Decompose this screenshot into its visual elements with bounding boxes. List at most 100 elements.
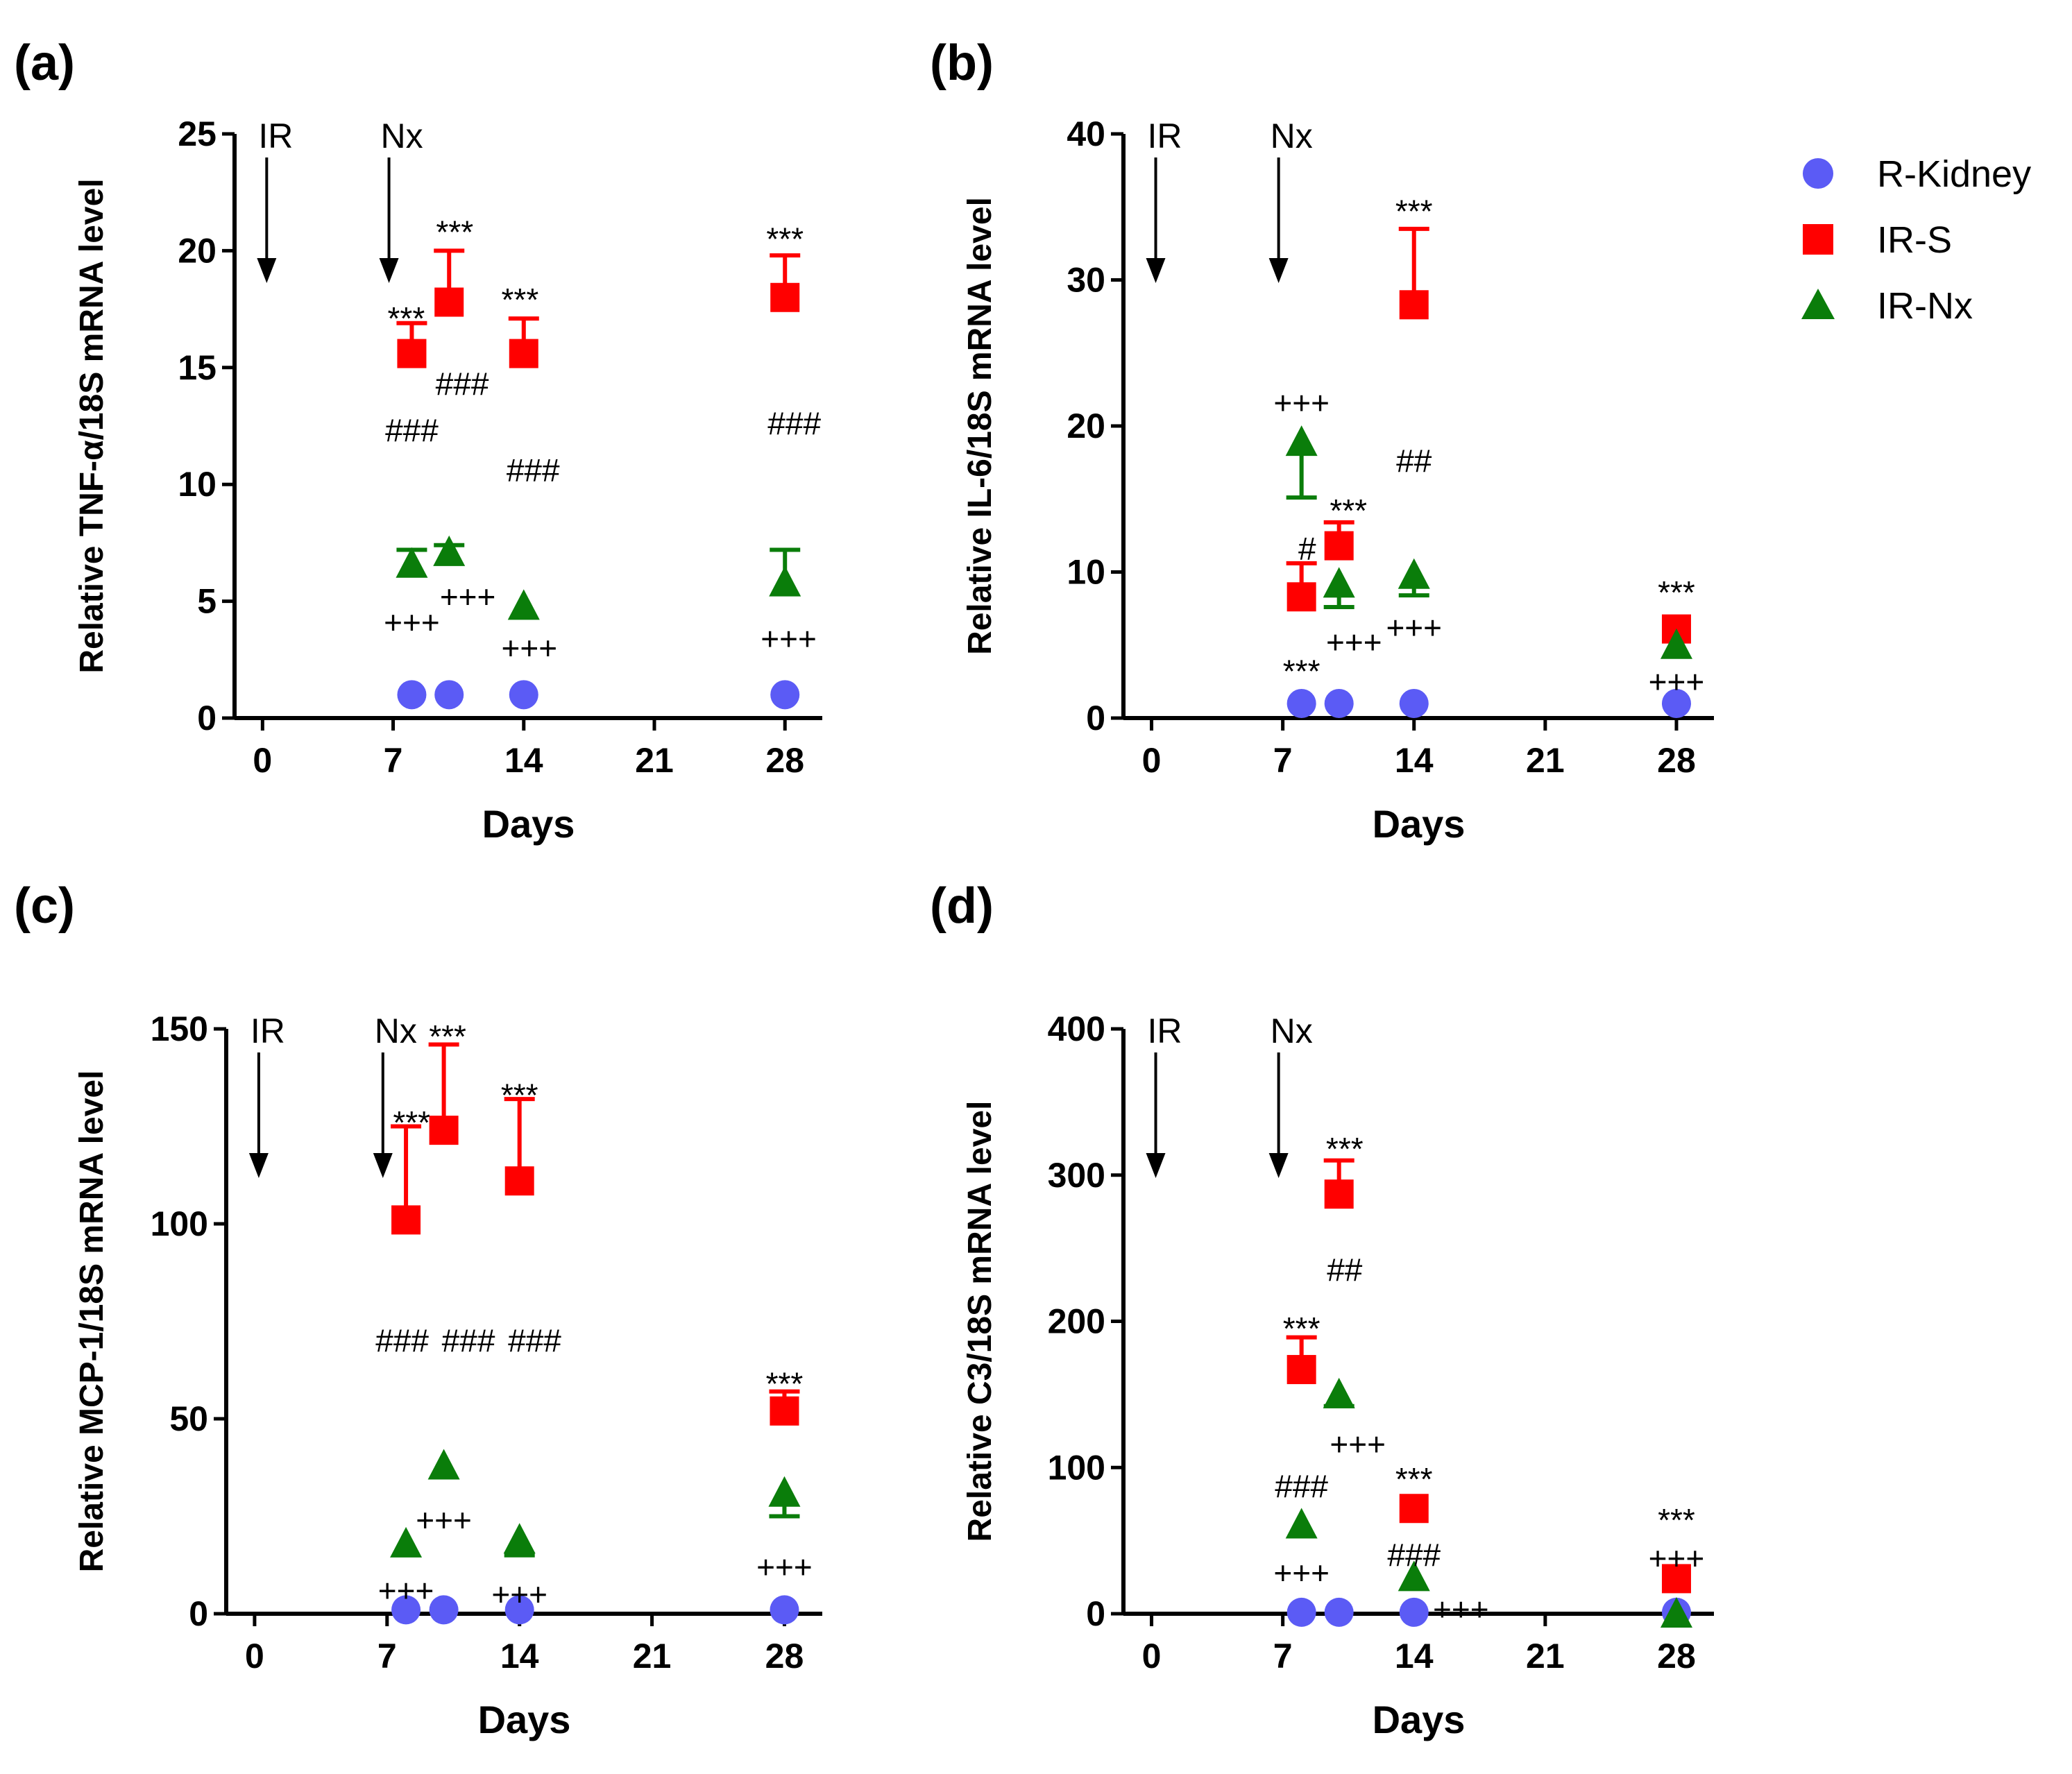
r-kidney-point (770, 1595, 799, 1625)
ir-nx-point (1285, 425, 1318, 457)
significance-annotation: +++ (756, 1549, 813, 1585)
y-tick-label: 15 (178, 348, 216, 387)
ir-s-point (434, 287, 464, 317)
ir-nx-point (433, 535, 466, 566)
significance-annotation: +++ (384, 604, 440, 640)
legend-label: R-Kidney (1877, 153, 2031, 195)
significance-annotation: +++ (1273, 384, 1330, 420)
event-arrow-head (248, 1153, 269, 1178)
significance-annotation: *** (1395, 1461, 1433, 1497)
y-tick-label: 200 (1048, 1302, 1105, 1341)
x-tick-label: 14 (1395, 741, 1434, 780)
significance-annotation: *** (501, 1077, 538, 1114)
ir-nx-point (396, 547, 428, 578)
significance-annotation: ### (375, 1323, 429, 1359)
significance-annotation: *** (1658, 1502, 1695, 1538)
event-arrow-head (1146, 258, 1166, 283)
ir-nx-point (768, 1476, 801, 1507)
ir-s-point (1286, 582, 1316, 612)
event-label-ir: IR (1148, 117, 1182, 155)
y-tick-label: 20 (178, 231, 216, 270)
ir-s-point (1661, 1564, 1691, 1594)
x-tick-label: 14 (504, 741, 543, 780)
event-arrow-head (1268, 258, 1289, 283)
panel-label: (d) (930, 878, 994, 934)
ir-s-point (1399, 290, 1429, 320)
ir-s-point (1286, 1355, 1316, 1385)
ir-nx-point (1323, 1377, 1355, 1408)
significance-annotation: +++ (502, 630, 558, 666)
ir-s-point (1399, 1494, 1429, 1524)
event-label-nx: Nx (381, 117, 423, 155)
significance-annotation: *** (1326, 1131, 1364, 1167)
ir-nx-point (1323, 567, 1355, 598)
significance-annotation: ## (1327, 1252, 1363, 1288)
significance-annotation: +++ (440, 579, 496, 615)
significance-annotation: # (1298, 531, 1316, 567)
ir-nx-point (507, 589, 540, 620)
y-tick-label: 40 (1067, 114, 1105, 153)
panel-d: (d) 0 100 200 300 400 0 7 14 21 28 Days Relative C3/… (930, 878, 1714, 1741)
significance-annotation: *** (1283, 1311, 1321, 1347)
x-tick-label: 14 (500, 1637, 539, 1675)
r-kidney-point (391, 1595, 421, 1625)
y-tick-label: 25 (178, 114, 216, 153)
significance-annotation: ### (508, 1323, 561, 1359)
y-axis-label: Relative C3/18S mRNA level (962, 1101, 999, 1542)
x-axis-label: Days (1373, 1698, 1466, 1741)
x-tick-label: 28 (765, 1637, 804, 1675)
y-tick-label: 0 (197, 699, 216, 737)
event-label-ir: IR (258, 117, 293, 155)
r-kidney-point (1324, 1597, 1354, 1627)
significance-annotation: +++ (761, 620, 817, 656)
x-tick-label: 0 (253, 741, 272, 780)
significance-annotation: *** (393, 1105, 430, 1141)
event-arrow-head (373, 1153, 393, 1178)
significance-annotation: *** (388, 300, 425, 336)
event-arrow-head (379, 258, 399, 283)
significance-annotation: +++ (1649, 663, 1705, 699)
significance-annotation: +++ (1386, 609, 1442, 645)
y-axis-label: Relative TNF-α/18S mRNA level (74, 178, 110, 673)
r-kidney-point (1661, 688, 1691, 718)
event-arrow-head (257, 258, 277, 283)
y-tick-label: 30 (1067, 261, 1105, 300)
x-tick-label: 21 (633, 1637, 672, 1675)
significance-annotation: ### (507, 452, 560, 488)
y-tick-label: 150 (151, 1009, 208, 1048)
y-tick-label: 0 (1086, 1594, 1105, 1633)
ir-s-point (509, 339, 538, 368)
r-kidney-point (434, 680, 464, 710)
event-label-nx: Nx (1271, 117, 1313, 155)
panel-label: (b) (930, 35, 994, 91)
significance-annotation: *** (1395, 194, 1433, 230)
ir-s-point (1324, 531, 1354, 561)
y-tick-label: 0 (189, 1594, 208, 1633)
panel-c: (c) 0 50 100 150 0 7 14 21 28 Days Relative MCP-1/1… (14, 878, 822, 1741)
significance-annotation: *** (766, 221, 804, 257)
ir-nx-point (1660, 628, 1692, 659)
x-tick-label: 28 (1657, 741, 1696, 780)
x-axis-label: Days (482, 802, 575, 846)
ir-nx-point (390, 1526, 423, 1558)
panel-b: (b) 0 10 20 30 40 0 7 14 21 28 Days Relative IL-6/18… (930, 35, 1714, 846)
ir-s-point (1324, 1179, 1354, 1209)
y-tick-label: 5 (197, 582, 216, 621)
significance-annotation: ### (1275, 1469, 1328, 1505)
ir-nx-point (769, 565, 801, 597)
x-tick-label: 0 (1142, 741, 1162, 780)
legend-marker-circle (1803, 158, 1833, 189)
x-tick-label: 28 (765, 741, 804, 780)
ir-nx-point (503, 1523, 536, 1554)
y-tick-label: 100 (1048, 1448, 1105, 1487)
significance-annotation: +++ (1273, 1555, 1330, 1591)
x-axis-label: Days (478, 1698, 571, 1741)
ir-s-point (397, 339, 427, 368)
legend-label: IR-S (1877, 219, 1952, 261)
ir-s-point (391, 1205, 421, 1235)
event-label-ir: IR (1148, 1012, 1182, 1050)
x-tick-label: 7 (384, 741, 403, 780)
x-tick-label: 0 (245, 1637, 264, 1675)
y-tick-label: 100 (151, 1204, 208, 1243)
significance-annotation: +++ (1330, 1426, 1386, 1462)
